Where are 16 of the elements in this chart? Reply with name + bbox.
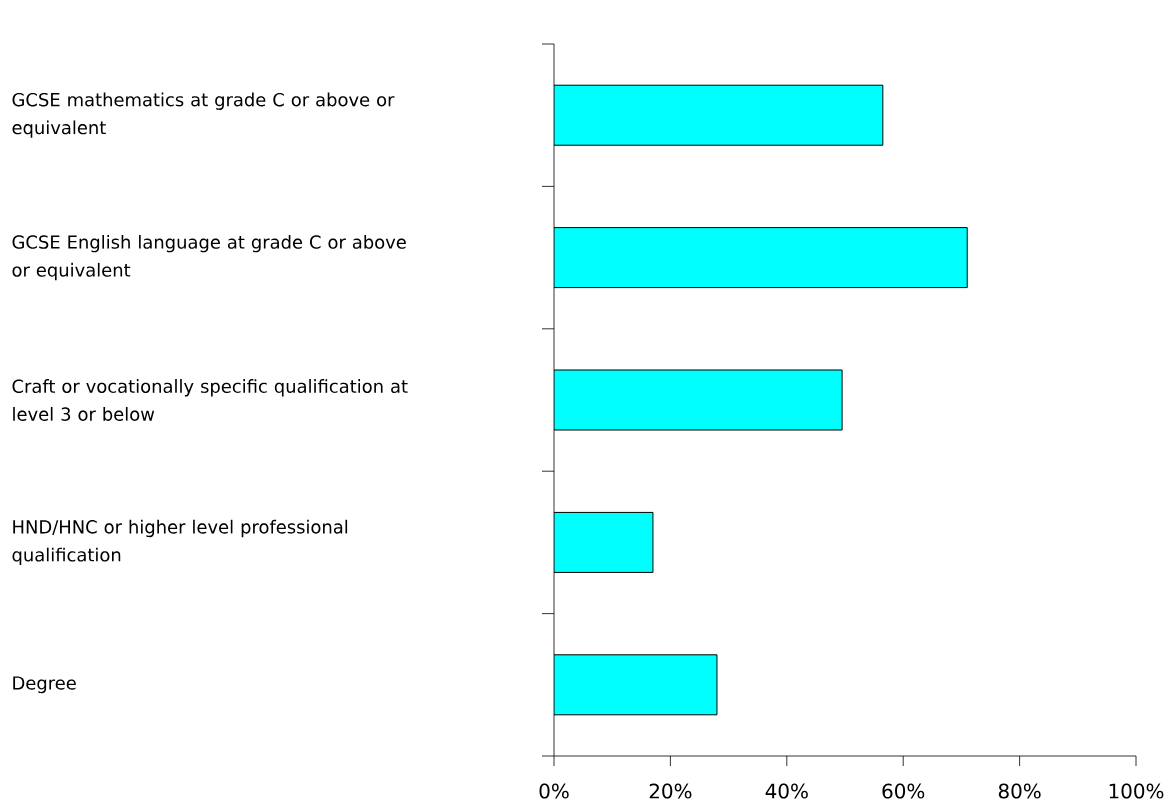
bar xyxy=(554,511,654,573)
y-tick-label: Degree xyxy=(13,676,76,694)
x-tick-label: 100% xyxy=(1109,783,1164,799)
x-tick-label: 80% xyxy=(998,783,1041,799)
x-tick-label: 20% xyxy=(649,783,692,799)
bar xyxy=(554,84,884,146)
y-tick-label: Craft or vocationally specific qualification at level 3 or below xyxy=(12,379,408,421)
bar xyxy=(554,654,718,716)
bar xyxy=(554,227,968,289)
y-tick-label: GCSE English language at grade C or above or equivalent xyxy=(12,234,406,281)
y-tick-label: GCSE mathematics at grade C or above or equivalent xyxy=(12,92,395,138)
x-tick-label: 0% xyxy=(539,783,569,799)
y-tick-label: HND/HNC or higher level professional qualification xyxy=(12,519,348,566)
x-tick-label: 60% xyxy=(882,783,925,799)
x-tick-label: 40% xyxy=(765,783,808,799)
bar xyxy=(554,369,843,431)
